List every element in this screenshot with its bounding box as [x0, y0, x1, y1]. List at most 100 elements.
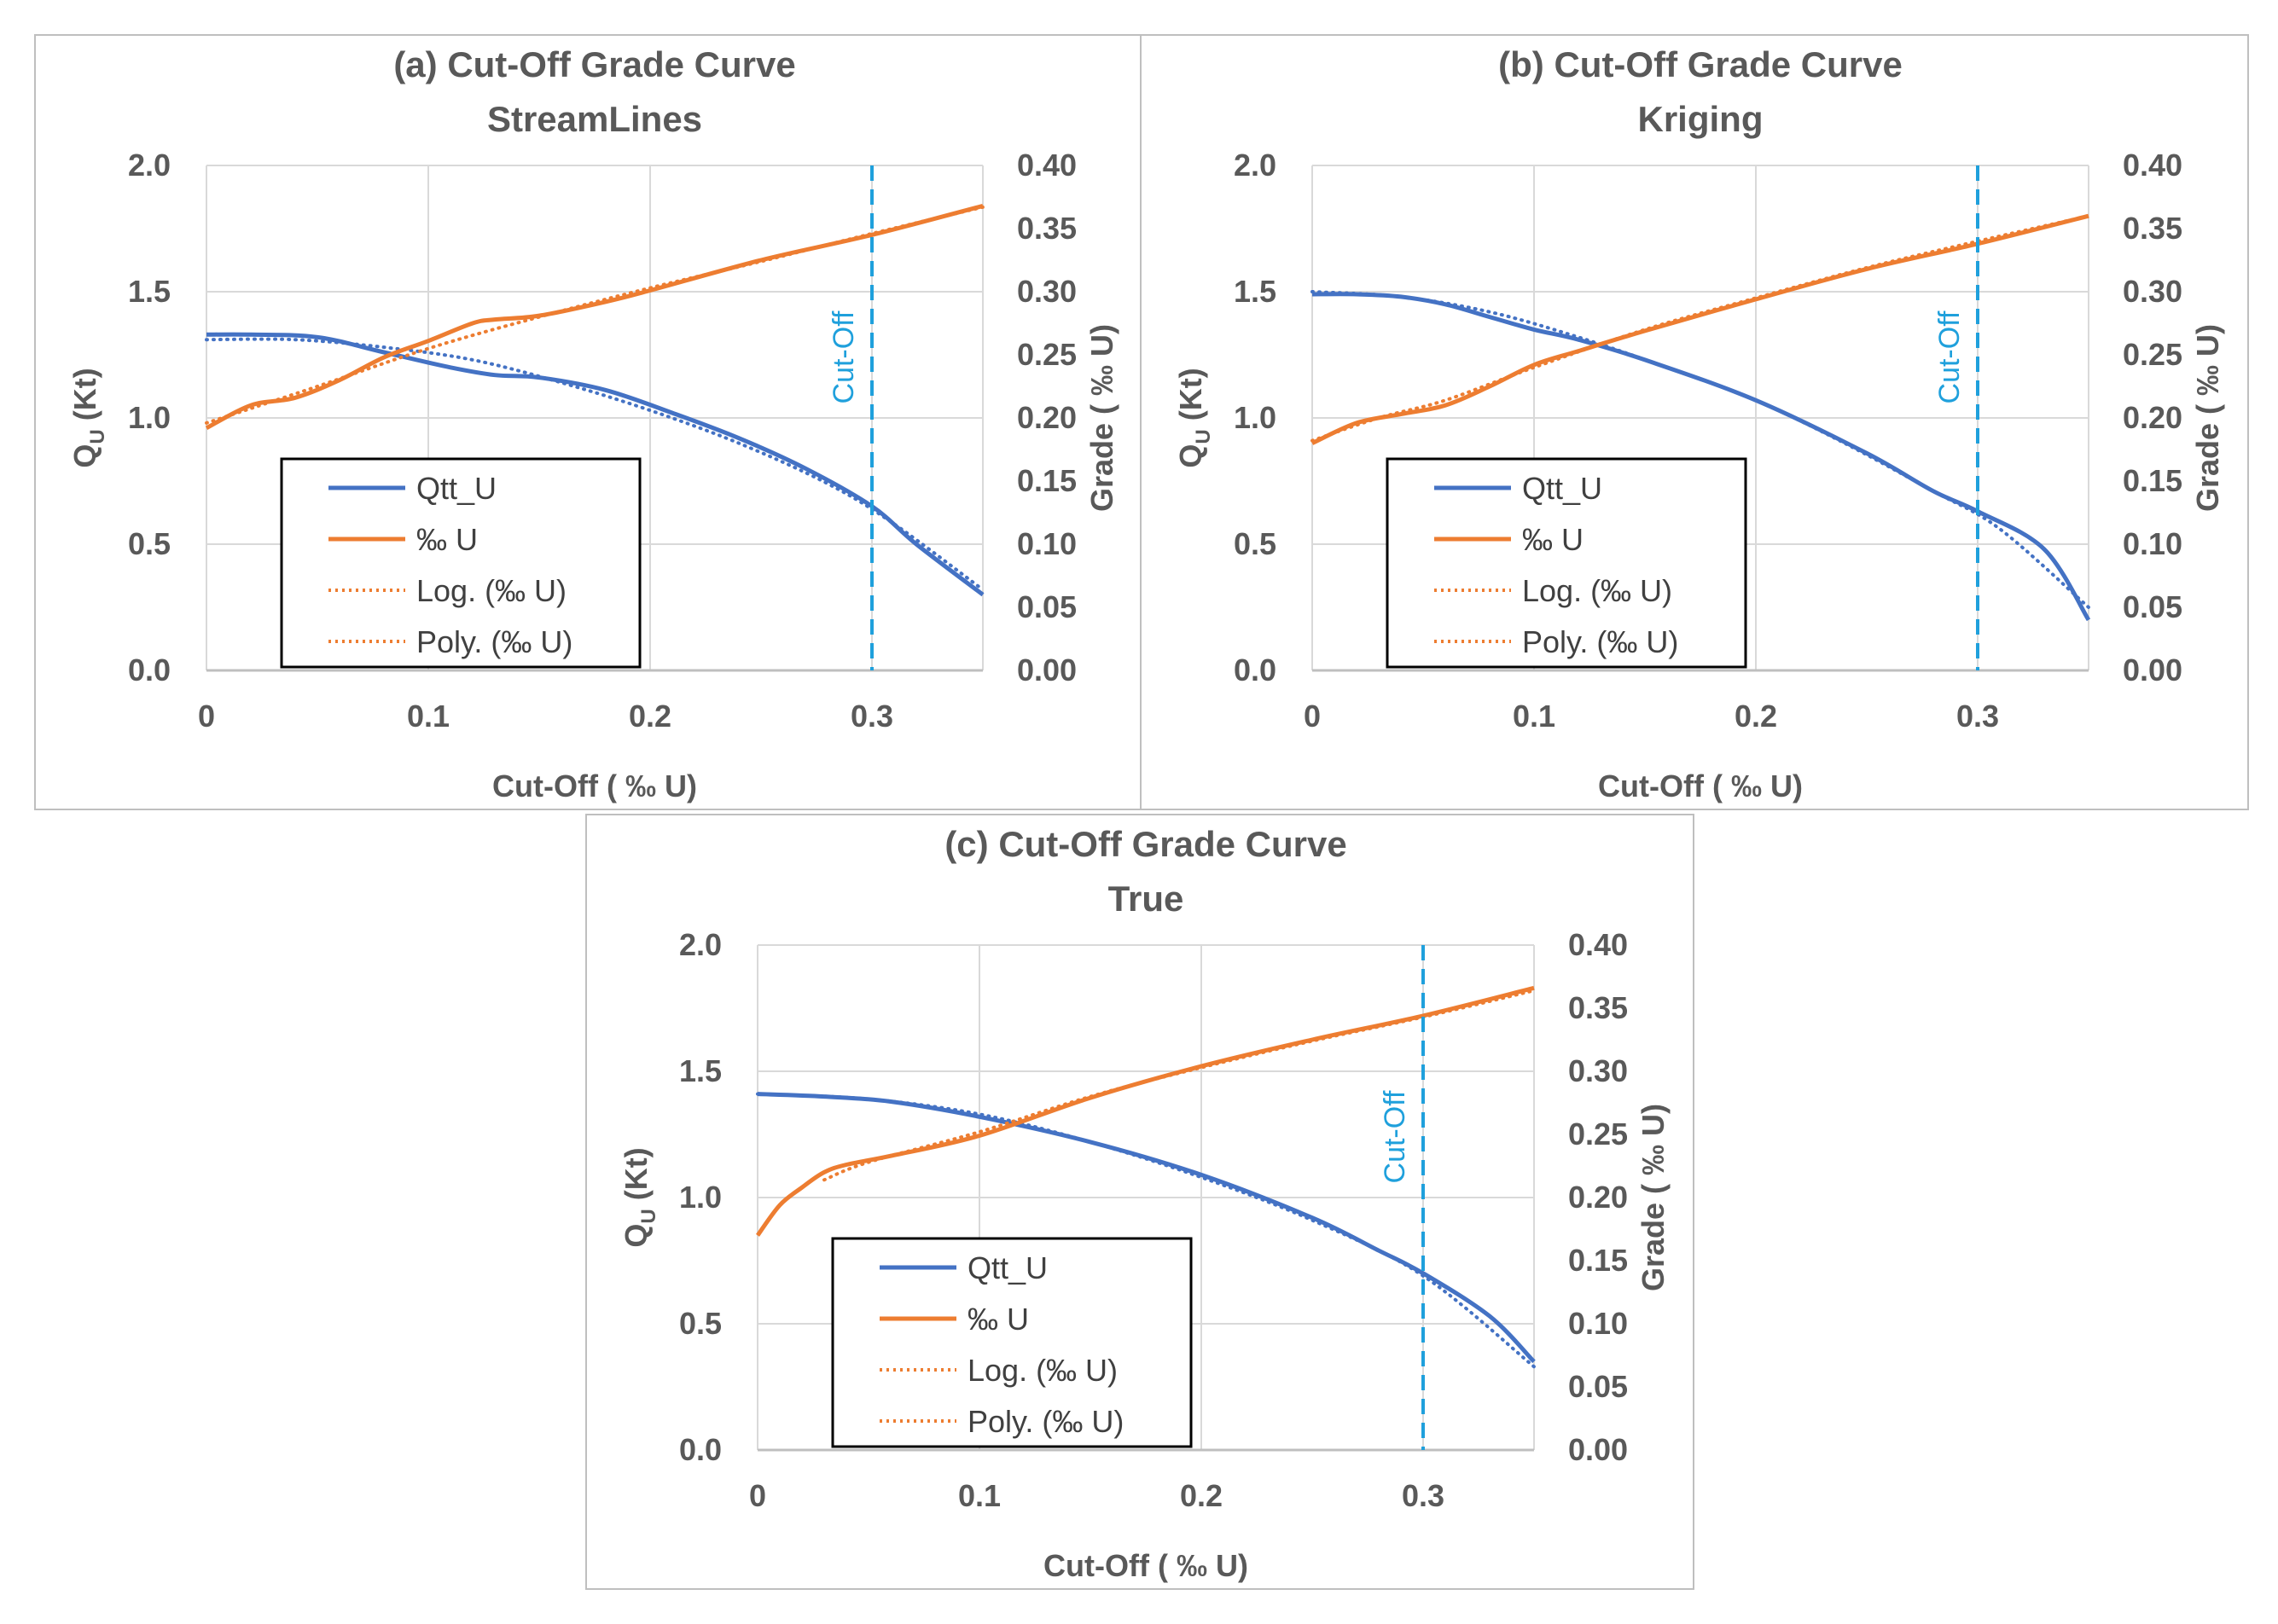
y-left-label-unit: (Kt) — [619, 1147, 654, 1209]
y-left-tick-label: 1.5 — [679, 1053, 722, 1088]
cutoff-label: Cut-Off — [1379, 1090, 1411, 1184]
legend-label: Log. (‰ U) — [968, 1353, 1118, 1388]
cutoff-label: Cut-Off — [1933, 310, 1966, 404]
series-line-poly-u- — [205, 205, 985, 425]
legend-label: Qtt_U — [968, 1250, 1048, 1285]
chart-title-line1: (a) Cut-Off Grade Curve — [393, 44, 795, 84]
chart-panel-b: (b) Cut-Off Grade Curve Kriging 0.0 0.5 1.0 1… — [1140, 34, 2249, 810]
y-left-tick-label: 0.5 — [1234, 526, 1276, 561]
y-left-label-unit: (Kt) — [67, 368, 102, 429]
series-line-poly-u- — [1310, 214, 2090, 443]
y-left-tick-label: 1.5 — [1234, 274, 1276, 309]
series-line--u — [1310, 213, 2089, 445]
y-left-tick-label: 0.0 — [679, 1432, 722, 1467]
chart-panel-c: (c) Cut-Off Grade Curve True 0.0 0.5 1.0 1.5 2… — [585, 814, 1694, 1590]
chart-title-line1: (c) Cut-Off Grade Curve — [944, 824, 1346, 864]
y-right-tick-label: 0.40 — [2123, 148, 2182, 183]
y-left-tick-label: 0.5 — [128, 526, 171, 561]
y-left-tick-label: 1.0 — [1234, 400, 1276, 435]
x-tick-label: 0 — [749, 1478, 766, 1513]
x-axis-label: Cut-Off ( ‰ U) — [1043, 1548, 1248, 1583]
legend-label: Poly. (‰ U) — [416, 624, 572, 659]
x-tick-label: 0.3 — [1402, 1478, 1444, 1513]
y-right-tick-label: 0.20 — [1017, 400, 1077, 435]
y-right-tick-label: 0.15 — [1017, 463, 1077, 498]
y-left-label-main: Q — [1173, 444, 1208, 468]
x-axis-label: Cut-Off ( ‰ U) — [492, 768, 697, 803]
y-right-tick-label: 0.35 — [1568, 990, 1628, 1025]
y-right-tick-label: 0.10 — [1017, 526, 1077, 561]
y-left-tick-label: 0.0 — [1234, 652, 1276, 687]
chart-title-line1: (b) Cut-Off Grade Curve — [1498, 44, 1903, 84]
series-line-qtt-u — [757, 1092, 1536, 1364]
y-right-tick-label: 0.40 — [1568, 927, 1628, 962]
y-right-tick-label: 0.30 — [1568, 1053, 1628, 1088]
y-left-tick-label: 2.0 — [1234, 148, 1276, 183]
y-right-tick-label: 0.25 — [1017, 337, 1077, 372]
y-right-tick-label: 0.05 — [1568, 1369, 1628, 1404]
chart-a-svg: (a) Cut-Off Grade Curve StreamLines 0.0 0.5… — [67, 44, 1119, 803]
y-left-label-sub: U — [1192, 429, 1215, 444]
y-right-tick-label: 0.30 — [1017, 274, 1077, 309]
x-tick-label: 0.1 — [1513, 699, 1555, 734]
legend-label: Qtt_U — [1522, 471, 1602, 506]
y-left-label-sub: U — [637, 1209, 660, 1223]
x-tick-label: 0.3 — [1956, 699, 1999, 734]
y-right-tick-label: 0.35 — [2123, 211, 2182, 246]
y-right-tick-label: 0.10 — [2123, 526, 2182, 561]
legend-label: ‰ U — [968, 1302, 1029, 1337]
y-right-tick-label: 0.20 — [1568, 1180, 1628, 1215]
series-line-qtt-u-trend — [1310, 290, 2090, 609]
y-right-tick-label: 0.35 — [1017, 211, 1077, 246]
cutoff-label: Cut-Off — [828, 310, 860, 404]
y-left-tick-label: 0.0 — [128, 652, 171, 687]
y-right-tick-label: 0.25 — [1568, 1116, 1628, 1151]
y-left-axis-label: QU (Kt) — [67, 368, 109, 467]
y-right-tick-label: 0.05 — [2123, 589, 2182, 624]
legend-label: Log. (‰ U) — [416, 573, 567, 608]
y-right-axis-label: Grade ( ‰ U) — [1084, 324, 1119, 512]
legend-box — [280, 457, 642, 669]
y-right-tick-label: 0.20 — [2123, 400, 2182, 435]
y-left-tick-label: 2.0 — [679, 927, 722, 962]
y-right-tick-label: 0.10 — [1568, 1306, 1628, 1341]
series-line-poly-u- — [822, 989, 1536, 1182]
x-tick-label: 0.2 — [629, 699, 671, 734]
y-right-tick-label: 0.00 — [2123, 652, 2182, 687]
legend-label: ‰ U — [1522, 522, 1584, 557]
y-left-label-sub: U — [86, 429, 109, 444]
chart-panel-a: (a) Cut-Off Grade Curve StreamLines 0.0 0.5… — [34, 34, 1143, 810]
y-left-tick-label: 1.0 — [128, 400, 171, 435]
legend-box — [1386, 457, 1747, 669]
legend-label: ‰ U — [416, 522, 478, 557]
x-tick-label: 0 — [1304, 699, 1321, 734]
y-right-tick-label: 0.40 — [1017, 148, 1077, 183]
y-right-tick-label: 0.15 — [2123, 463, 2182, 498]
y-right-axis-label: Grade ( ‰ U) — [1636, 1104, 1671, 1291]
chart-title-line2: StreamLines — [487, 99, 702, 139]
x-tick-label: 0 — [198, 699, 215, 734]
x-axis-label: Cut-Off ( ‰ U) — [1598, 768, 1803, 803]
y-left-axis-label: QU (Kt) — [619, 1147, 660, 1247]
chart-c-svg: (c) Cut-Off Grade Curve True 0.0 0.5 1.0 1.5 2… — [619, 824, 1671, 1583]
legend-label: Poly. (‰ U) — [1522, 624, 1678, 659]
legend-box — [831, 1237, 1193, 1448]
y-right-tick-label: 0.00 — [1017, 652, 1077, 687]
y-right-tick-label: 0.05 — [1017, 589, 1077, 624]
y-left-label-unit: (Kt) — [1173, 368, 1208, 429]
series-line--u — [205, 203, 984, 431]
x-tick-label: 0.1 — [958, 1478, 1001, 1513]
y-left-tick-label: 1.5 — [128, 274, 171, 309]
y-right-tick-label: 0.25 — [2123, 337, 2182, 372]
legend-label: Log. (‰ U) — [1522, 573, 1672, 608]
x-tick-label: 0.2 — [1180, 1478, 1223, 1513]
y-right-tick-label: 0.30 — [2123, 274, 2182, 309]
x-tick-label: 0.3 — [851, 699, 893, 734]
y-right-tick-label: 0.15 — [1568, 1243, 1628, 1278]
series-line-qtt-u-trend — [756, 1092, 1536, 1369]
legend-label: Poly. (‰ U) — [968, 1404, 1124, 1439]
y-right-tick-label: 0.00 — [1568, 1432, 1628, 1467]
y-right-axis-label: Grade ( ‰ U) — [2190, 324, 2225, 512]
y-left-axis-label: QU (Kt) — [1173, 368, 1215, 467]
y-left-tick-label: 2.0 — [128, 148, 171, 183]
